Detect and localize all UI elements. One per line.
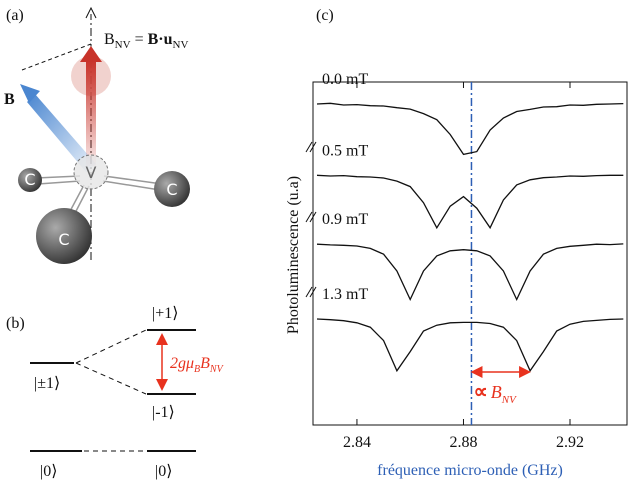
projection-formula: BNV = B·uNV	[104, 31, 188, 51]
field-arrow	[27, 94, 96, 172]
annotation-label: ∝ BNV	[473, 381, 517, 406]
spectrum	[316, 174, 624, 230]
series-label: 0.0 mT	[322, 71, 368, 88]
plot-frame	[312, 81, 628, 426]
series-label: 0.5 mT	[322, 142, 368, 159]
annotation-sub: NV	[501, 394, 517, 406]
atom	[18, 168, 42, 192]
annotation-symbol: ∝	[473, 381, 487, 403]
axis-head	[85, 6, 97, 19]
axis-breaks	[305, 141, 317, 298]
spectrum	[316, 318, 624, 373]
panel-label: (b)	[6, 315, 25, 332]
series-label: 0.9 mT	[322, 211, 368, 228]
vacancy	[73, 154, 109, 190]
y-axis-label: Photoluminescence (u.a)	[285, 176, 302, 334]
atom-label: V	[86, 163, 97, 182]
spectrum	[316, 102, 624, 156]
level-label: |+1⟩	[152, 305, 178, 322]
splitting-label: 2gμBBNV	[170, 355, 225, 375]
levels	[30, 329, 196, 452]
x-axis-label: fréquence micro-onde (GHz)	[377, 462, 563, 479]
projection-line	[21, 43, 92, 71]
nv-arrow	[86, 60, 96, 166]
bonds	[35, 175, 163, 218]
level-label: |0⟩	[40, 463, 57, 480]
field-arrow-head	[20, 84, 40, 103]
panel-label: (c)	[316, 7, 334, 24]
level-label: |±1⟩	[34, 375, 60, 392]
x-tick-label: 2.88	[449, 434, 477, 451]
transitions	[75, 329, 147, 452]
level-label: |0⟩	[155, 463, 172, 480]
atom	[154, 171, 190, 207]
atom	[36, 208, 92, 264]
field-label: B	[4, 91, 15, 108]
series-label: 1.3 mT	[322, 286, 368, 303]
annotation-main: B	[491, 382, 502, 402]
x-tick-label: 2.92	[556, 434, 584, 451]
level-label: |-1⟩	[152, 404, 175, 421]
panel-label: (a)	[6, 7, 24, 24]
spectrum	[316, 243, 624, 302]
x-tick-label: 2.84	[343, 434, 371, 451]
nv-arrow-head	[80, 46, 102, 62]
atom-label: C	[24, 170, 35, 189]
atom-label: C	[166, 180, 177, 199]
atom-label: C	[58, 230, 69, 249]
